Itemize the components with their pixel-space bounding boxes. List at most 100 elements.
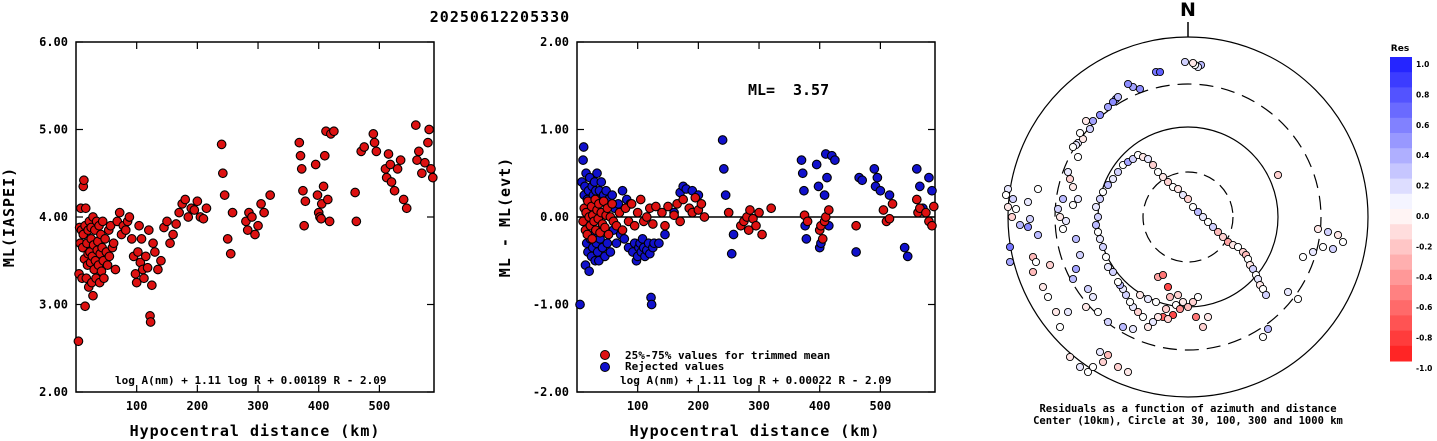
- data-point: [294, 137, 305, 148]
- x-tick-label: 400: [308, 399, 330, 413]
- data-point: [386, 177, 397, 187]
- data-point: [140, 251, 151, 262]
- data-point: [198, 213, 209, 224]
- data-point: [369, 137, 380, 148]
- data-point: [247, 212, 257, 222]
- data-point: [222, 234, 233, 244]
- data-point: [312, 190, 323, 200]
- y-axis-label: ML(IASPEI): [0, 167, 18, 267]
- data-point: [162, 216, 172, 227]
- data-point: [120, 225, 131, 235]
- data-point: [189, 205, 200, 215]
- data-point: [426, 164, 436, 174]
- data-point: [427, 172, 438, 183]
- data-point: [79, 175, 89, 186]
- data-point: [371, 146, 382, 157]
- data-point: [368, 129, 379, 139]
- data-point: [299, 220, 309, 231]
- data-point: [296, 164, 307, 174]
- data-point: [259, 207, 269, 218]
- data-point: [417, 168, 427, 179]
- x-tick-label: 300: [247, 399, 269, 413]
- y-tick-label: 2.00: [39, 385, 68, 399]
- data-point: [225, 248, 236, 259]
- data-point: [227, 207, 238, 218]
- data-point: [318, 181, 329, 192]
- y-tick-label: 5.00: [39, 123, 68, 137]
- data-point: [310, 159, 321, 170]
- figure-title: 20250612205330: [429, 8, 571, 26]
- data-point: [183, 212, 194, 222]
- data-point: [395, 155, 406, 165]
- data-point: [256, 199, 266, 209]
- x-tick-label: 200: [187, 399, 209, 413]
- data-point: [114, 207, 125, 218]
- data-point: [142, 262, 153, 273]
- data-point: [165, 238, 175, 249]
- x-axis-label: Hypocentral distance (km): [130, 422, 381, 440]
- data-point: [242, 225, 253, 235]
- data-point: [146, 280, 157, 291]
- data-point: [97, 216, 108, 227]
- data-point: [126, 234, 137, 244]
- data-point: [99, 273, 109, 284]
- data-point: [423, 137, 433, 148]
- data-point: [413, 146, 424, 157]
- data-point: [359, 142, 370, 152]
- data-point: [351, 216, 362, 227]
- data-point: [201, 203, 212, 214]
- data-point: [102, 260, 113, 270]
- data-point: [410, 120, 421, 130]
- data-point: [217, 168, 228, 179]
- data-point: [148, 238, 158, 249]
- x-tick-label: 500: [369, 399, 391, 413]
- data-point: [80, 203, 91, 214]
- data-point: [389, 185, 400, 196]
- data-point: [300, 196, 311, 207]
- data-point: [392, 164, 403, 174]
- data-point: [105, 220, 116, 231]
- data-point: [329, 126, 339, 137]
- data-point: [139, 273, 149, 284]
- data-point: [156, 255, 166, 266]
- data-point: [145, 317, 156, 327]
- data-point: [219, 190, 230, 200]
- data-point: [192, 196, 203, 207]
- data-point: [110, 264, 121, 275]
- data-point: [265, 190, 276, 200]
- data-point: [88, 290, 98, 301]
- data-point: [143, 225, 154, 235]
- data-point: [295, 150, 306, 161]
- data-point: [322, 194, 333, 205]
- data-point: [73, 336, 84, 347]
- data-point: [253, 220, 263, 231]
- data-point: [401, 203, 412, 214]
- data-point: [316, 213, 326, 224]
- data-point: [174, 207, 185, 218]
- y-tick-label: 4.00: [39, 210, 68, 224]
- data-point: [420, 157, 430, 168]
- data-point: [412, 155, 422, 165]
- data-point: [298, 185, 308, 196]
- data-point: [80, 301, 90, 312]
- data-point: [350, 187, 360, 198]
- x-tick-label: 100: [126, 399, 148, 413]
- data-point: [136, 234, 147, 244]
- data-point: [153, 264, 163, 275]
- data-point: [319, 150, 330, 161]
- data-point: [100, 234, 110, 244]
- data-point: [108, 238, 119, 249]
- formula-annotation: log A(nm) + 1.11 log R + 0.00189 R - 2.0…: [115, 374, 387, 387]
- data-point: [131, 277, 142, 288]
- data-point: [168, 229, 178, 240]
- data-point: [250, 229, 260, 240]
- data-point: [383, 149, 394, 159]
- data-point: [133, 247, 143, 257]
- data-point: [180, 194, 191, 205]
- data-point: [150, 247, 160, 257]
- data-point: [398, 194, 409, 205]
- y-tick-label: 3.00: [39, 298, 68, 312]
- data-point: [104, 251, 115, 262]
